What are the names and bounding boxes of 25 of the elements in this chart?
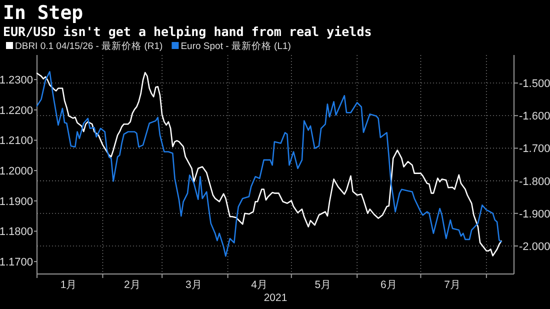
legend-item: Euro Spot - 最新价格 (L1) <box>172 41 291 52</box>
legend-item: DBRI 0.1 04/15/26 - 最新价格 (R1) <box>6 41 163 52</box>
y2-tick-label: -1.900 <box>519 208 550 220</box>
y2-tick-label: -1.500 <box>519 78 550 90</box>
x-tick-label: 7月 <box>444 279 461 291</box>
y2-tick-label: -1.700 <box>519 143 550 156</box>
y-tick-label: 1.2000 <box>0 166 33 178</box>
y-tick-label: 1.2200 <box>0 104 33 117</box>
x-tick-label: 1月 <box>60 279 78 291</box>
chart-subtitle: EUR/USD isn't get a helping hand from real yields <box>3 24 372 39</box>
y-tick-label: 1.1700 <box>0 256 33 269</box>
y2-tick-label: -1.800 <box>519 176 550 188</box>
y-tick-label: 1.1900 <box>0 196 33 208</box>
x-tick-label: 6月 <box>380 279 398 291</box>
x-tick-label: 2月 <box>124 279 141 291</box>
x-tick-label: 3月 <box>185 279 202 291</box>
y-tick-label: 1.1800 <box>0 226 33 238</box>
y-tick-label: 1.2100 <box>0 135 33 148</box>
y2-tick-label: -1.600 <box>519 110 550 123</box>
x-axis-title: 2021 <box>264 292 288 304</box>
y-tick-label: 1.2300 <box>0 74 33 87</box>
y2-tick-label: -2.000 <box>519 240 550 253</box>
x-tick-label: 4月 <box>251 279 268 291</box>
x-tick-label: 5月 <box>314 279 332 291</box>
chart-title: In Step <box>3 2 84 24</box>
